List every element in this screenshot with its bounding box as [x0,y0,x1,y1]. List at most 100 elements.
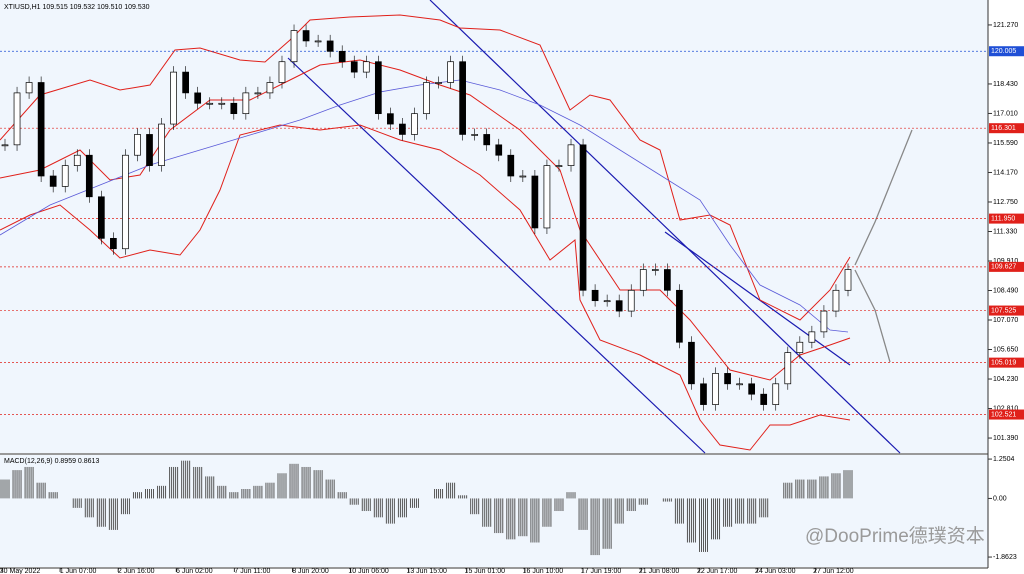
candle [302,30,310,42]
candle [832,289,840,312]
candle [579,144,587,291]
candle [471,134,479,136]
candle [110,237,117,250]
arrow-down [854,269,891,363]
y-tick-label: 114.170 [993,169,1018,176]
level-label: 109.627 [991,264,1016,271]
level-label: 116.301 [991,125,1016,132]
candle [158,123,165,166]
candle [25,82,33,94]
indicators [0,0,913,454]
candle [423,82,430,115]
candle [639,269,647,291]
candle [338,50,346,63]
y-tick-label: 109.910 [993,258,1018,265]
level-box [989,213,1024,224]
candle [218,102,226,105]
candle [13,92,21,146]
level-label: 111.950 [991,215,1015,222]
candle [194,92,202,104]
candle [85,154,93,198]
candle [1,144,9,147]
y-tick-label: 101.390 [993,435,1018,442]
level-box [989,46,1024,57]
channel-line [287,57,706,454]
candle [435,82,442,84]
x-tick-label: 27 Jun 12:00 [813,568,854,574]
candle [242,92,250,115]
candle [97,196,105,239]
candle [567,144,575,166]
candle [820,310,828,333]
level-label: 102.521 [991,411,1016,418]
macd-tick-label: -1.8623 [993,554,1017,561]
candle [651,269,659,271]
x-tick-label: 2 Jun 16:00 [118,568,155,574]
watermark: @DooPrime德璞资本 [805,525,985,547]
level-box [989,409,1024,420]
candle [519,175,527,178]
level-box [989,357,1024,368]
y-tick-label: 108.490 [993,287,1018,294]
y-tick-label: 105.650 [993,346,1018,353]
x-tick-label: 17 Jun 19:00 [581,568,622,574]
candle [362,61,370,73]
x-tick-label: 30 May 2022 [0,568,40,574]
y-tick-label: 111.330 [993,228,1017,235]
candle [170,71,177,125]
candle [134,134,141,156]
header: XTIUSD,H1 109.515 109.532 109.510 109.53… [4,4,150,11]
candle [254,92,262,95]
candle [615,300,623,312]
candle [736,383,743,386]
macd-tick-label: 0.00 [993,495,1007,502]
candle [543,165,551,229]
candle [122,154,129,250]
candle [459,61,466,135]
level-label: 107.525 [991,307,1016,314]
candle [808,331,816,343]
candle [278,61,286,83]
level-box [989,123,1024,134]
candle [182,71,189,94]
candle [483,134,491,146]
x-tick-label: 7 Jun 11:00 [234,568,270,574]
candle [37,82,45,177]
bollinger-mid [0,59,851,381]
y-tick-label: 104.230 [993,376,1018,383]
candle [326,40,334,52]
candle [591,289,599,302]
candle [374,61,382,115]
candle [290,30,298,63]
candle [350,61,358,73]
x-tick-label: 10 Jun 06:00 [348,568,389,574]
candle [399,123,406,135]
level-box [989,261,1024,272]
x-tick-label: 22 Jun 17:00 [697,568,738,574]
level-box [989,305,1024,316]
candle [796,341,804,353]
y-tick-label: 115.590 [993,140,1018,147]
x-tick-label: 24 Jun 03:00 [755,568,796,574]
candle [772,383,780,405]
candle [664,269,671,291]
arrow-up [854,129,913,266]
candle [531,175,539,229]
macd-title: MACD(12,26,9) 0.8959 0.8613 [4,458,99,465]
candle [844,269,852,291]
channel-line [429,0,901,454]
y-tick-label: 118.430 [993,81,1018,88]
x-tick-label: 8 Jun 20:00 [292,568,329,574]
y-tick-label: 121.270 [993,22,1018,29]
x-tick-label: 6 Jun 02:00 [176,568,213,574]
x-tick-label: 16 Jun 10:00 [523,568,564,574]
y-tick-label: 112.750 [993,199,1018,206]
candle [314,40,322,43]
candle [627,289,635,312]
x-tick-label: 21 Jun 08:00 [639,568,680,574]
level-label: 105.019 [991,359,1016,366]
y-tick-label: 117.010 [993,110,1018,117]
candle [760,393,768,405]
